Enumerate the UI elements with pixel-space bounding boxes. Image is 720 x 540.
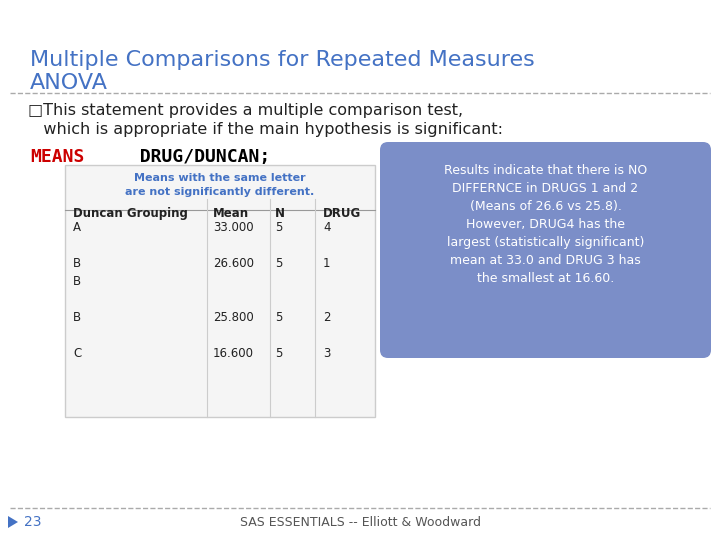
Text: 16.600: 16.600	[213, 347, 254, 360]
Text: 5: 5	[275, 347, 282, 360]
Text: Results indicate that there is NO
DIFFERNCE in DRUGS 1 and 2
(Means of 26.6 vs 2: Results indicate that there is NO DIFFER…	[444, 164, 647, 285]
Polygon shape	[386, 248, 426, 284]
Text: 3: 3	[323, 347, 330, 360]
Text: 25.800: 25.800	[213, 311, 253, 324]
Text: 1: 1	[323, 257, 330, 270]
Text: are not significantly different.: are not significantly different.	[125, 187, 315, 197]
Text: Multiple Comparisons for Repeated Measures: Multiple Comparisons for Repeated Measur…	[30, 50, 535, 70]
Text: B: B	[73, 257, 81, 270]
Text: DRUG: DRUG	[323, 207, 361, 220]
Text: 4: 4	[323, 221, 330, 234]
FancyBboxPatch shape	[380, 142, 711, 358]
Text: Means with the same letter: Means with the same letter	[134, 173, 306, 183]
Polygon shape	[8, 516, 18, 528]
Text: SAS ESSENTIALS -- Elliott & Woodward: SAS ESSENTIALS -- Elliott & Woodward	[240, 516, 480, 529]
Text: 5: 5	[275, 221, 282, 234]
Text: A: A	[73, 221, 81, 234]
Text: B: B	[73, 275, 81, 288]
Text: B: B	[73, 311, 81, 324]
Text: 33.000: 33.000	[213, 221, 253, 234]
Text: 23: 23	[24, 515, 42, 529]
Text: Duncan Grouping: Duncan Grouping	[73, 207, 188, 220]
Text: MEANS: MEANS	[30, 148, 84, 166]
Text: C: C	[73, 347, 81, 360]
Text: ANOVA: ANOVA	[30, 73, 108, 93]
Text: 2: 2	[323, 311, 330, 324]
Text: □This statement provides a multiple comparison test,: □This statement provides a multiple comp…	[28, 103, 463, 118]
FancyBboxPatch shape	[65, 165, 375, 417]
Text: 5: 5	[275, 311, 282, 324]
Text: 26.600: 26.600	[213, 257, 254, 270]
Text: DRUG/DUNCAN;: DRUG/DUNCAN;	[118, 148, 270, 166]
Text: which is appropriate if the main hypothesis is significant:: which is appropriate if the main hypothe…	[28, 122, 503, 137]
Text: Mean: Mean	[213, 207, 249, 220]
Text: N: N	[275, 207, 285, 220]
Text: 5: 5	[275, 257, 282, 270]
